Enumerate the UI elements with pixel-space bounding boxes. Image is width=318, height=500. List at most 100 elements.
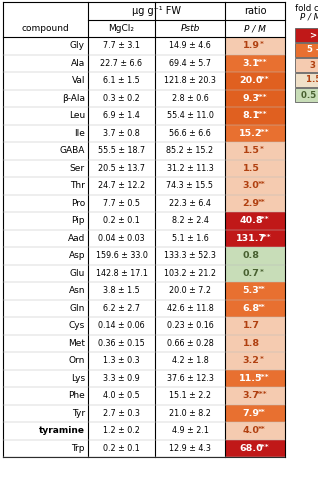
Text: 7.9: 7.9 — [243, 409, 259, 418]
Text: Ala: Ala — [71, 58, 85, 68]
Text: µg g⁻¹ FW: µg g⁻¹ FW — [132, 6, 181, 16]
Text: 103.2 ± 21.2: 103.2 ± 21.2 — [164, 269, 216, 278]
Text: ***: *** — [256, 58, 267, 64]
Text: 2.9: 2.9 — [243, 198, 259, 208]
Text: 42.6 ± 11.8: 42.6 ± 11.8 — [167, 304, 213, 313]
Bar — [225, 370, 285, 387]
Text: Tyr: Tyr — [72, 409, 85, 418]
Text: **: ** — [258, 181, 266, 187]
Text: 55.4 ± 11.0: 55.4 ± 11.0 — [167, 112, 213, 120]
Text: 22.3 ± 6.4: 22.3 ± 6.4 — [169, 198, 211, 208]
Text: 3 - 5: 3 - 5 — [310, 60, 318, 70]
Text: 1.5: 1.5 — [243, 164, 259, 173]
Bar — [225, 247, 285, 264]
Text: Pstb: Pstb — [180, 24, 200, 33]
Bar — [225, 230, 285, 247]
Text: 24.7 ± 12.2: 24.7 ± 12.2 — [98, 181, 145, 190]
Text: 1.5: 1.5 — [243, 146, 259, 155]
Text: 20.5 ± 13.7: 20.5 ± 13.7 — [98, 164, 145, 173]
Text: *: * — [260, 42, 264, 48]
Text: Asn: Asn — [68, 286, 85, 295]
Text: 20.0 ± 7.2: 20.0 ± 7.2 — [169, 286, 211, 295]
Bar — [225, 160, 285, 177]
Text: 5.1 ± 1.6: 5.1 ± 1.6 — [172, 234, 208, 243]
Text: 4.0: 4.0 — [243, 426, 259, 435]
Text: ***: *** — [258, 374, 270, 380]
Text: 21.0 ± 8.2: 21.0 ± 8.2 — [169, 409, 211, 418]
Text: 1.8: 1.8 — [242, 339, 259, 348]
Text: > 20: > 20 — [310, 30, 318, 40]
Text: 0.8: 0.8 — [243, 251, 259, 260]
Text: 55.5 ± 18.7: 55.5 ± 18.7 — [98, 146, 145, 155]
Text: fold change: fold change — [295, 4, 318, 13]
Text: **: ** — [258, 286, 266, 292]
Text: 3.7: 3.7 — [243, 391, 259, 400]
Text: 3.0: 3.0 — [243, 181, 259, 190]
Text: 0.14 ± 0.06: 0.14 ± 0.06 — [98, 322, 145, 330]
Text: tyramine: tyramine — [39, 426, 85, 435]
Text: Phe: Phe — [68, 391, 85, 400]
Text: Cys: Cys — [69, 322, 85, 330]
Text: Gly: Gly — [70, 42, 85, 50]
Text: 15.1 ± 2.2: 15.1 ± 2.2 — [169, 391, 211, 400]
Bar — [225, 404, 285, 422]
Text: Leu: Leu — [69, 112, 85, 120]
Text: 3.7 ± 0.8: 3.7 ± 0.8 — [103, 128, 140, 138]
Text: Pip: Pip — [72, 216, 85, 225]
Text: 11.5: 11.5 — [239, 374, 263, 383]
Bar — [225, 72, 285, 90]
Text: ***: *** — [256, 94, 267, 100]
Text: 68.0: 68.0 — [239, 444, 263, 453]
Text: 1.7: 1.7 — [243, 322, 259, 330]
Bar — [225, 317, 285, 334]
Text: 12.9 ± 4.3: 12.9 ± 4.3 — [169, 444, 211, 453]
Bar — [225, 440, 285, 457]
Text: Asp: Asp — [68, 251, 85, 260]
Text: 15.2: 15.2 — [239, 128, 263, 138]
Bar — [225, 107, 285, 124]
Text: 0.2 ± 0.1: 0.2 ± 0.1 — [103, 444, 140, 453]
Bar — [225, 142, 285, 160]
Bar — [225, 334, 285, 352]
Text: Pro: Pro — [71, 198, 85, 208]
Text: 6.2 ± 2.7: 6.2 ± 2.7 — [103, 304, 140, 313]
Text: Glu: Glu — [70, 269, 85, 278]
Text: 0.23 ± 0.16: 0.23 ± 0.16 — [167, 322, 213, 330]
Text: 2.7 ± 0.3: 2.7 ± 0.3 — [103, 409, 140, 418]
Text: 1.2 ± 0.2: 1.2 ± 0.2 — [103, 426, 140, 435]
Text: 14.9 ± 4.6: 14.9 ± 4.6 — [169, 42, 211, 50]
Text: 1.3 ± 0.3: 1.3 ± 0.3 — [103, 356, 140, 365]
Text: 5.3: 5.3 — [243, 286, 259, 295]
Text: **: ** — [258, 198, 266, 205]
Text: 6.9 ± 1.4: 6.9 ± 1.4 — [103, 112, 140, 120]
Bar — [225, 264, 285, 282]
Text: 0.5 – 0.8: 0.5 – 0.8 — [301, 90, 318, 100]
Text: 5 - 20: 5 - 20 — [307, 46, 318, 54]
Bar — [295, 73, 318, 87]
Text: 131.7: 131.7 — [236, 234, 266, 243]
Text: 56.6 ± 6.6: 56.6 ± 6.6 — [169, 128, 211, 138]
Text: ***: *** — [258, 444, 270, 450]
Text: 1.5 - 3: 1.5 - 3 — [306, 76, 318, 84]
Text: compound: compound — [22, 24, 69, 33]
Bar — [225, 54, 285, 72]
Text: 4.2 ± 1.8: 4.2 ± 1.8 — [172, 356, 208, 365]
Bar — [295, 43, 318, 57]
Text: 0.3 ± 0.2: 0.3 ± 0.2 — [103, 94, 140, 103]
Text: 3.1: 3.1 — [243, 58, 259, 68]
Text: 20.0: 20.0 — [239, 76, 263, 85]
Bar — [225, 212, 285, 230]
Text: 9.3: 9.3 — [243, 94, 259, 103]
Text: 2.8 ± 0.6: 2.8 ± 0.6 — [172, 94, 208, 103]
Text: 121.8 ± 20.3: 121.8 ± 20.3 — [164, 76, 216, 85]
Bar — [225, 422, 285, 440]
Text: 159.6 ± 33.0: 159.6 ± 33.0 — [96, 251, 148, 260]
Text: 7.7 ± 3.1: 7.7 ± 3.1 — [103, 42, 140, 50]
Bar — [225, 90, 285, 107]
Text: 0.04 ± 0.03: 0.04 ± 0.03 — [98, 234, 145, 243]
Bar — [225, 282, 285, 300]
Text: **: ** — [258, 426, 266, 432]
Text: 8.2 ± 2.4: 8.2 ± 2.4 — [172, 216, 208, 225]
Text: *: * — [260, 146, 264, 152]
Bar — [225, 300, 285, 317]
